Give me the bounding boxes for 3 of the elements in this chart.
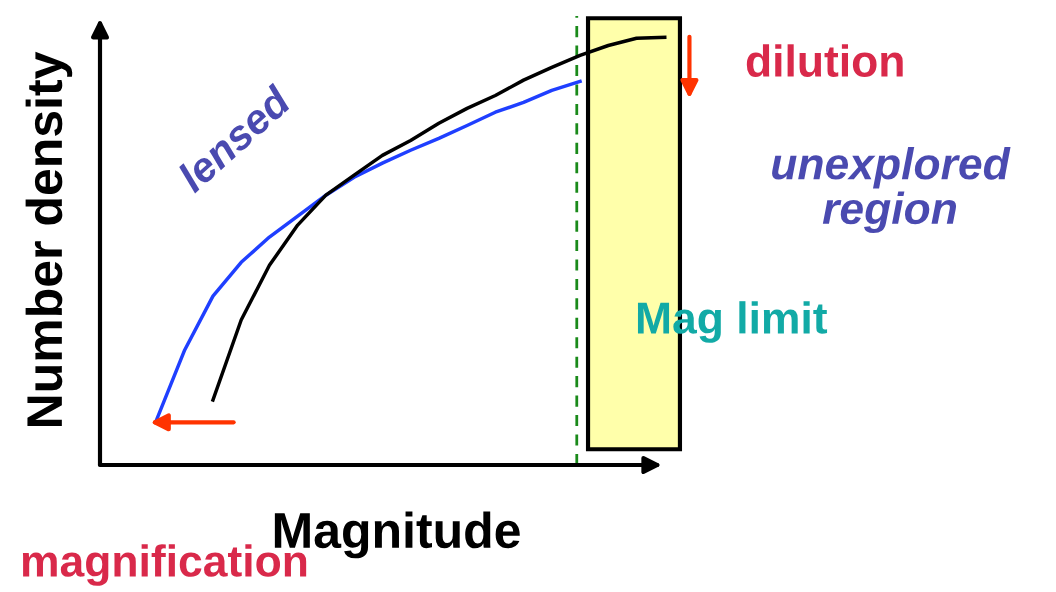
text: unexplored region <box>772 146 1011 234</box>
y-axis-title: Number density <box>25 51 73 427</box>
text: dilution <box>746 44 903 77</box>
